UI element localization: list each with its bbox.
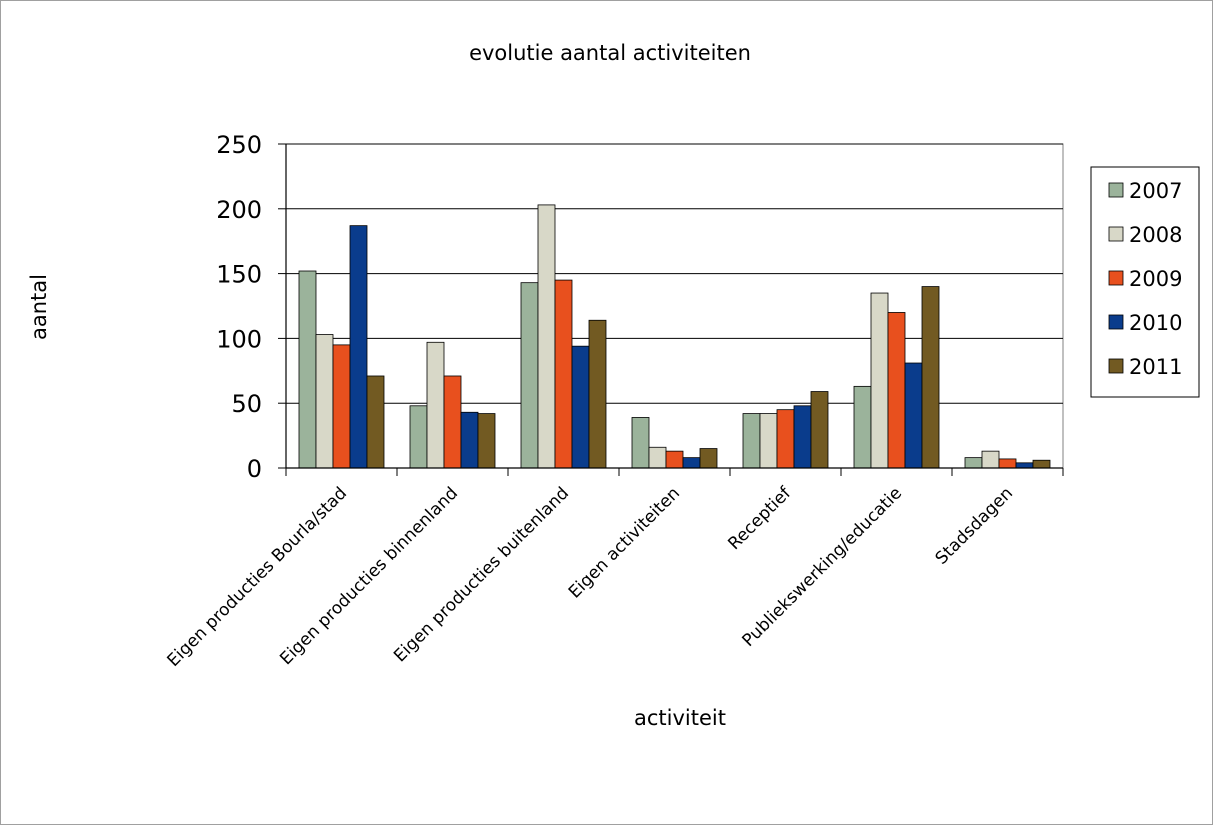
bar-2009-1 (332, 344, 351, 469)
bar-2007-4 (631, 417, 650, 469)
bar-2008-2 (426, 341, 445, 469)
bar-2007-6 (853, 385, 872, 469)
legend-label-2010: 2010 (1129, 311, 1182, 335)
bar-2008-4 (648, 446, 667, 469)
legend-swatch-2008 (1108, 226, 1124, 242)
bars (298, 204, 1051, 469)
y-tick-label: 100 (216, 325, 262, 353)
bar-2007-7 (964, 457, 983, 469)
gridlines (285, 143, 1064, 469)
chart-title: evolutie aantal activiteiten (469, 41, 751, 65)
bar-2008-6 (870, 292, 889, 469)
bar-2007-3 (520, 282, 539, 469)
x-axis-label: activiteit (634, 706, 726, 730)
legend: 2007 2008 2009 2010 2011 (1090, 166, 1200, 398)
bar-2010-4 (682, 457, 701, 469)
bar-2007-1 (298, 270, 317, 469)
bar-2011-2 (477, 413, 496, 469)
bar-2009-2 (443, 375, 462, 469)
bar-2010-7 (1015, 462, 1034, 469)
legend-label-2008: 2008 (1129, 223, 1182, 247)
bar-2011-3 (588, 319, 607, 469)
bar-2010-3 (571, 345, 590, 469)
legend-label-2007: 2007 (1129, 179, 1182, 203)
y-tick-label: 200 (216, 196, 262, 224)
y-tick-label: 50 (231, 390, 262, 418)
bar-2007-5 (742, 413, 761, 469)
bar-2010-1 (349, 225, 368, 469)
bar-2009-3 (554, 279, 573, 469)
y-tick-label: 250 (216, 131, 262, 159)
bar-2010-6 (904, 362, 923, 469)
bar-2011-1 (366, 375, 385, 469)
y-axis-label: aantal (27, 274, 51, 340)
bar-2008-3 (537, 204, 556, 469)
bar-2009-7 (998, 458, 1017, 469)
bar-2011-5 (810, 391, 829, 469)
bar-2011-4 (699, 448, 718, 469)
bar-2009-4 (665, 450, 684, 469)
bar-2009-5 (776, 409, 795, 469)
legend-swatch-2007 (1108, 182, 1124, 198)
bar-2011-7 (1032, 459, 1051, 469)
legend-swatch-2011 (1108, 358, 1124, 374)
y-tick-label: 150 (216, 261, 262, 289)
legend-label-2011: 2011 (1129, 355, 1182, 379)
legend-swatch-2009 (1108, 270, 1124, 286)
bar-2010-2 (460, 411, 479, 469)
bar-2008-1 (315, 334, 334, 469)
legend-label-2009: 2009 (1129, 267, 1182, 291)
plot-area (285, 143, 1064, 469)
y-tick-label: 0 (247, 455, 262, 483)
bar-2008-5 (759, 413, 778, 469)
bar-2008-7 (981, 450, 1000, 469)
bar-2011-6 (921, 286, 940, 469)
bar-2010-5 (793, 405, 812, 469)
legend-swatch-2010 (1108, 314, 1124, 330)
bar-2009-6 (887, 312, 906, 469)
bar-2007-2 (409, 405, 428, 469)
